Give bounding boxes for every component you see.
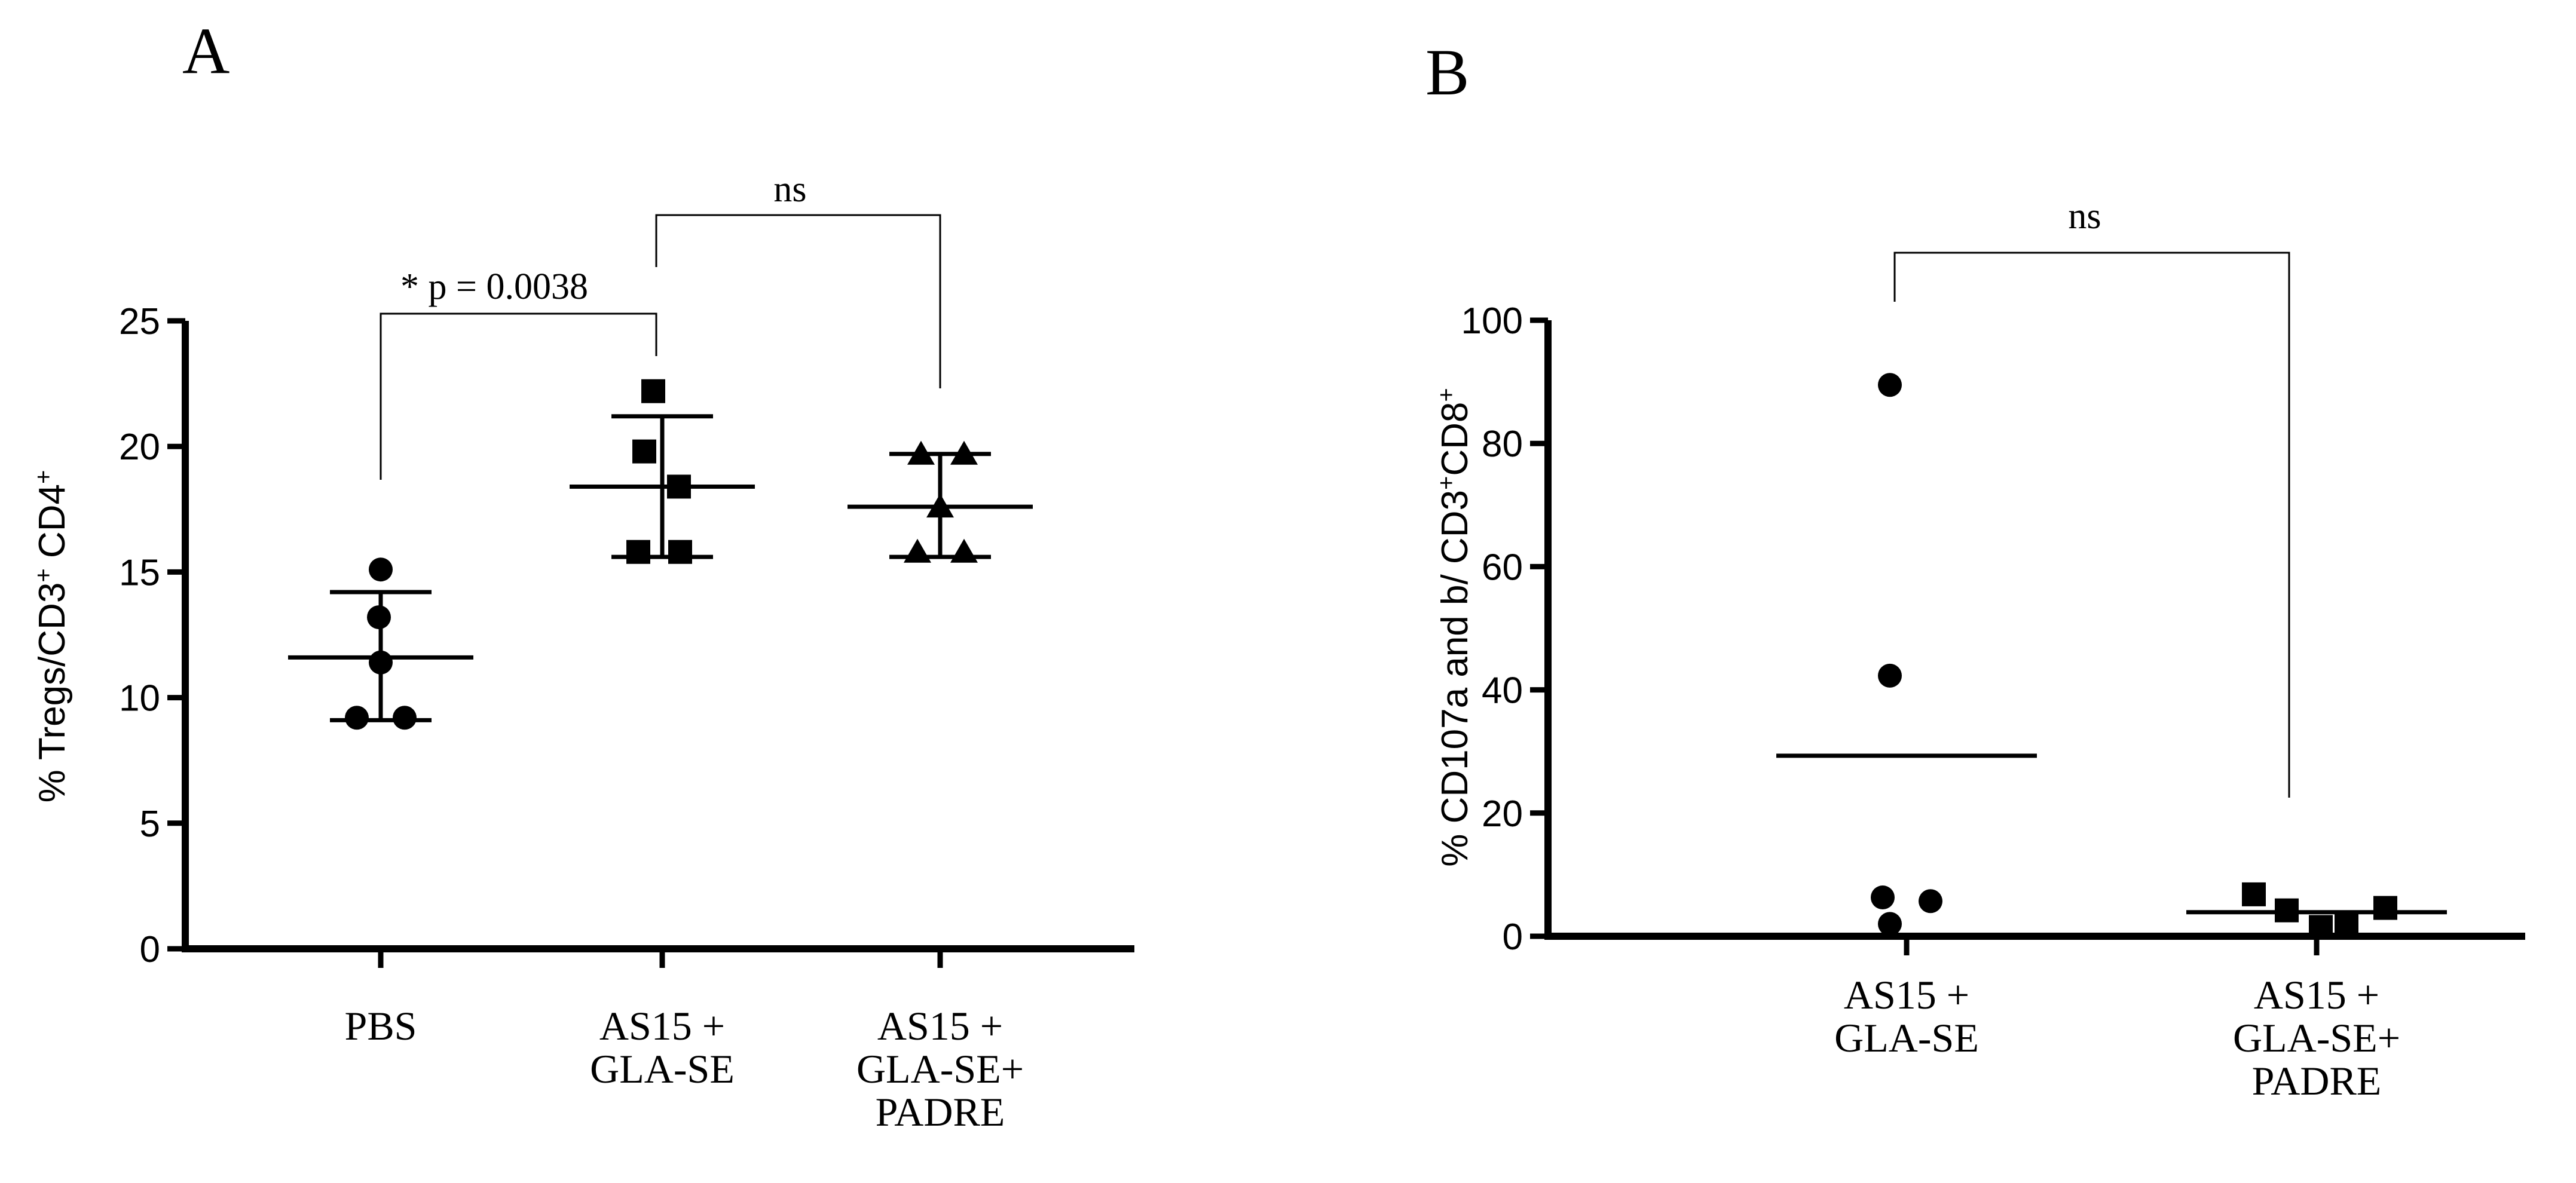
category-label: GLA-SE+ bbox=[2233, 1015, 2400, 1061]
y-label-b-part-2: CD8 bbox=[1434, 402, 1476, 476]
y-tick-label: 0 bbox=[140, 929, 160, 970]
y-tick-label: 25 bbox=[119, 301, 160, 342]
category-label: AS15 + bbox=[1844, 972, 1969, 1017]
y-tick-label: 5 bbox=[140, 804, 160, 845]
x-ticks-b bbox=[1904, 936, 2320, 955]
y-label-a-part-2: CD4 bbox=[32, 484, 73, 568]
category-label: PADRE bbox=[876, 1089, 1005, 1135]
y-tick-label: 0 bbox=[1503, 917, 1523, 958]
category-label: GLA-SE bbox=[590, 1046, 735, 1092]
data-point-square bbox=[2309, 915, 2333, 939]
category-label: PBS bbox=[345, 1003, 417, 1049]
category-label: AS15 + bbox=[2254, 972, 2379, 1017]
significance-brackets-a: * p = 0.0038 ns bbox=[380, 169, 941, 480]
data-point-circle bbox=[1871, 885, 1895, 910]
y-label-b-sup-2: + bbox=[1433, 388, 1460, 402]
y-tick-label: 10 bbox=[119, 678, 160, 719]
category-label: PADRE bbox=[2252, 1058, 2382, 1104]
bracket-b-ns bbox=[1893, 252, 2290, 798]
y-label-a-part-1: % Tregs/CD3 bbox=[32, 583, 73, 803]
data-point-square bbox=[668, 540, 692, 564]
y-ticks-b: 0 20 40 60 80 100 bbox=[1461, 301, 1548, 958]
data-point-square bbox=[641, 379, 665, 403]
data-point-circle bbox=[1878, 912, 1902, 936]
category-label: AS15 + bbox=[877, 1003, 1003, 1049]
y-label-a-sup-2: + bbox=[30, 470, 57, 484]
bracket-label-ns-b: ns bbox=[2068, 196, 2101, 237]
panel-label-b: B bbox=[1425, 36, 1469, 109]
data-point-square bbox=[626, 540, 650, 564]
y-tick-label: 40 bbox=[1482, 670, 1523, 712]
mean-bars-b bbox=[1776, 753, 2447, 915]
data-point-square bbox=[2335, 912, 2358, 936]
data-point-circle bbox=[393, 706, 417, 730]
data-point-square bbox=[2373, 896, 2397, 920]
category-label: GLA-SE bbox=[1834, 1015, 1979, 1061]
y-tick-label: 100 bbox=[1461, 301, 1523, 342]
y-tick-label: 20 bbox=[1482, 793, 1523, 835]
bracket-label-p-value: * p = 0.0038 bbox=[400, 266, 588, 307]
data-point-circle bbox=[345, 706, 369, 730]
y-ticks-a: 0 5 10 15 20 25 bbox=[119, 301, 185, 970]
data-point-circle bbox=[1878, 663, 1902, 688]
data-point-square bbox=[632, 439, 656, 464]
y-tick-label: 15 bbox=[119, 552, 160, 593]
y-label-a-sup-1: + bbox=[30, 568, 57, 582]
x-ticks-a bbox=[378, 949, 943, 968]
significance-brackets-b: ns bbox=[1893, 196, 2290, 798]
bracket-label-ns-a: ns bbox=[773, 169, 806, 210]
y-tick-label: 20 bbox=[119, 427, 160, 468]
y-axis-label-a: % Tregs/CD3+ CD4+ bbox=[30, 470, 73, 803]
data-point-square bbox=[2242, 882, 2266, 906]
bracket-a-as15-vs-padre bbox=[655, 214, 941, 388]
bracket-a-pbs-vs-as15 bbox=[380, 312, 657, 480]
data-point-circle bbox=[1878, 373, 1902, 397]
mean-sd-bars-a bbox=[288, 414, 1033, 722]
panel-label-a: A bbox=[182, 14, 230, 87]
y-tick-label: 80 bbox=[1482, 424, 1523, 465]
data-point-circle bbox=[1919, 889, 1942, 914]
y-label-b-part-1: % CD107a and b/ CD3 bbox=[1434, 490, 1476, 867]
category-label: AS15 + bbox=[599, 1003, 725, 1049]
category-label: GLA-SE+ bbox=[856, 1046, 1024, 1092]
y-axis-label-b: % CD107a and b/ CD3+CD8+ bbox=[1433, 388, 1476, 866]
data-points-b bbox=[1871, 373, 2397, 939]
y-tick-label: 60 bbox=[1482, 547, 1523, 588]
y-label-b-sup-1: + bbox=[1433, 476, 1460, 490]
data-point-circle bbox=[369, 557, 393, 582]
